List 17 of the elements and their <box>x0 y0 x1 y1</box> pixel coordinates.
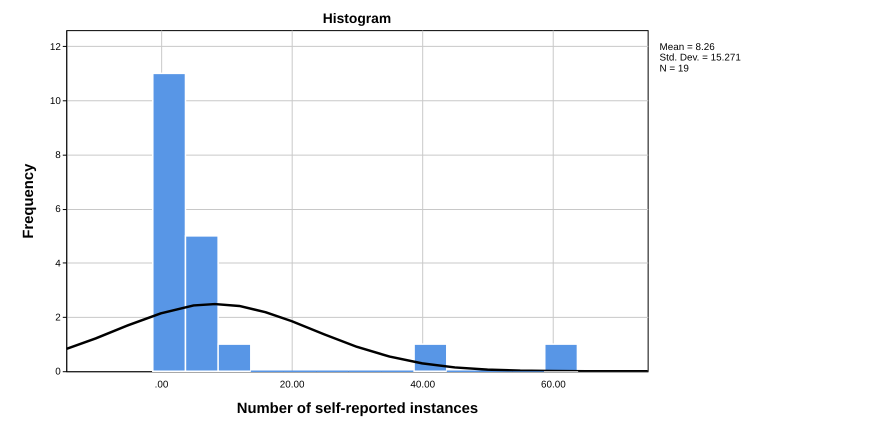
chart-title: Histogram <box>322 10 392 26</box>
y-tick-label: 4 <box>55 258 62 270</box>
x-tick-label: .00 <box>154 380 169 391</box>
text: N = 19 <box>660 64 690 75</box>
y-tick-label: 10 <box>50 96 62 107</box>
text: Mean = 8.26 <box>660 42 716 53</box>
y-axis-title: Frequency <box>21 162 37 239</box>
x-axis-title: Number of self-reported instances <box>236 401 478 418</box>
text: Std. Dev. = 15.271 <box>660 52 742 64</box>
x-tick-label: 20.00 <box>280 380 305 391</box>
y-tick-label: 0 <box>55 366 62 378</box>
x-tick-label: 60.00 <box>541 380 566 391</box>
y-tick-label: 8 <box>55 150 62 162</box>
x-tick-label: 40.00 <box>410 380 436 391</box>
y-tick-label: 6 <box>55 204 62 216</box>
y-tick-label: 2 <box>55 312 61 324</box>
y-tick-label: 12 <box>50 42 61 53</box>
